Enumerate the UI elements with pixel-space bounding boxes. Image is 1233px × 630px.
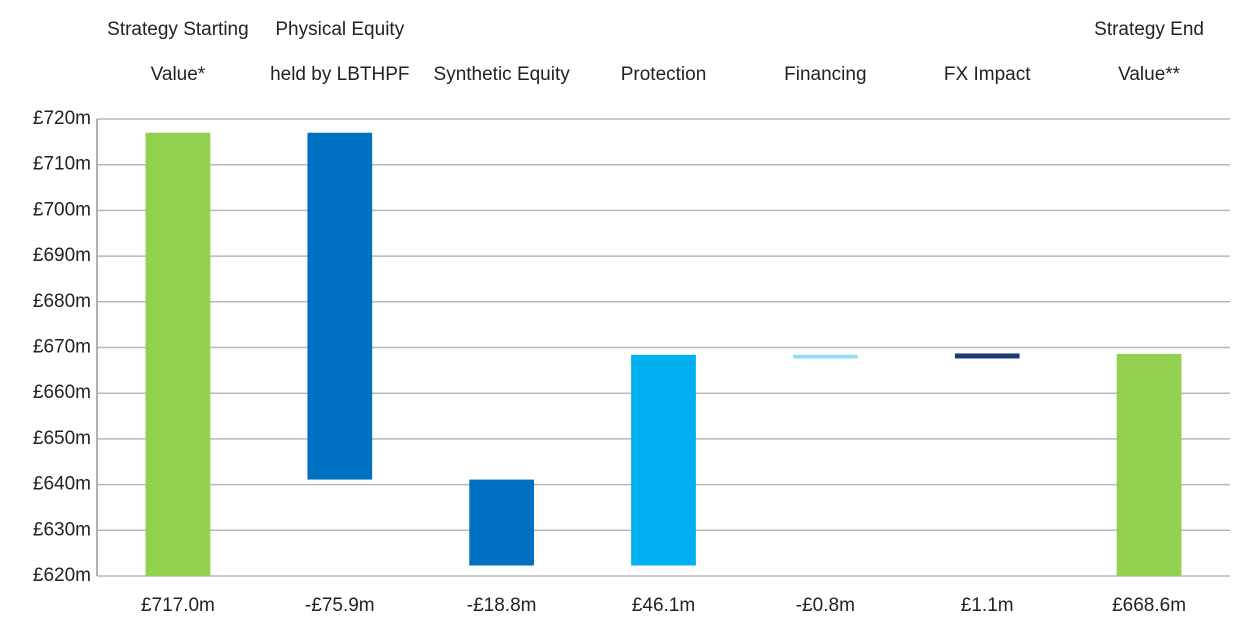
value-label: -£0.8m <box>796 595 855 616</box>
category-label-line: Physical Equity <box>275 19 404 40</box>
value-label: -£75.9m <box>305 595 375 616</box>
y-tick-label: £630m <box>33 519 91 540</box>
value-label: -£18.8m <box>467 595 537 616</box>
bar <box>954 353 1020 359</box>
y-tick-label: £670m <box>33 337 91 358</box>
y-tick-label: £720m <box>33 108 91 129</box>
category-label: Financing <box>784 64 866 85</box>
category-label-line: Value** <box>1118 64 1181 85</box>
y-tick-label: £690m <box>33 245 91 266</box>
value-label: £46.1m <box>632 595 695 616</box>
bar <box>469 479 535 566</box>
category-label-line: held by LBTHPF <box>270 64 409 85</box>
bar <box>145 132 211 576</box>
y-tick-label: £700m <box>33 199 91 220</box>
y-tick-label: £640m <box>33 474 91 495</box>
y-tick-label: £710m <box>33 154 91 175</box>
value-label: £717.0m <box>141 595 215 616</box>
bar <box>1116 353 1182 576</box>
value-label: £1.1m <box>961 595 1014 616</box>
y-tick-label: £650m <box>33 428 91 449</box>
category-label-line: Strategy End <box>1094 19 1204 40</box>
category-label: Protection <box>621 64 707 85</box>
category-label-line: Strategy Starting <box>107 19 249 40</box>
y-tick-label: £680m <box>33 291 91 312</box>
bar <box>307 132 373 480</box>
value-label: £668.6m <box>1112 595 1186 616</box>
y-tick-label: £620m <box>33 565 91 586</box>
category-label: Synthetic Equity <box>434 64 571 85</box>
category-label: Strategy Starting Value* <box>107 19 249 85</box>
category-label: Strategy End Value** <box>1094 19 1204 85</box>
y-tick-label: £660m <box>33 382 91 403</box>
bar <box>792 354 858 359</box>
category-label: FX Impact <box>944 64 1031 85</box>
bar <box>631 354 696 566</box>
category-label: Physical Equity held by LBTHPF <box>270 19 409 85</box>
category-label-line: Value* <box>151 64 206 85</box>
